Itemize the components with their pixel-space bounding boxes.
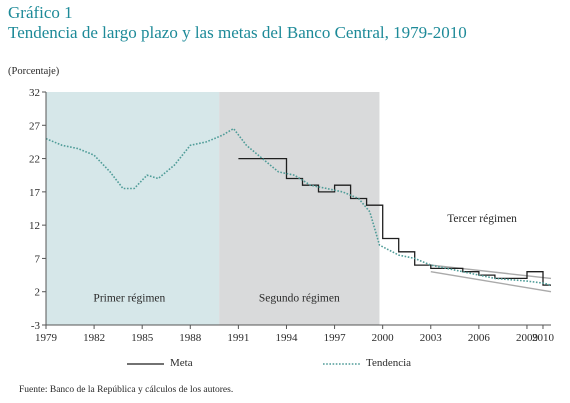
x-tick-label: 1991 (227, 332, 249, 344)
series-lines (45, 127, 552, 286)
legend-tendencia-label: Tendencia (366, 357, 412, 369)
x-tick-label: 1979 (35, 332, 58, 344)
regime-labels: Primer régimen Segundo régimen Tercer régi… (93, 213, 517, 305)
region-label-1: Primer régimen (93, 293, 165, 305)
meta-band-lower (430, 271, 552, 293)
x-tick-label: 1988 (179, 332, 202, 344)
figure-number: Gráfico 1 (8, 3, 73, 22)
x-tick-label: 2006 (468, 332, 491, 344)
y-tick-label: 27 (29, 120, 41, 132)
region-1 (46, 92, 220, 325)
x-tick-label: 1994 (275, 332, 298, 344)
x-tick-label: 1985 (131, 332, 154, 344)
regime-regions (46, 92, 380, 325)
region-label-2: Segundo régimen (259, 293, 340, 305)
legend-meta-label: Meta (170, 357, 193, 369)
series-meta-line (238, 157, 551, 286)
y-tick-label: 22 (29, 154, 40, 166)
y-tick-label: 2 (35, 287, 41, 299)
y-tick-label: 32 (29, 87, 40, 99)
x-tick-label: 2003 (420, 332, 443, 344)
series-tendencia-line (45, 127, 552, 286)
y-tick-label: -3 (31, 320, 41, 332)
source-note: Fuente: Banco de la República y cálculos… (19, 385, 234, 395)
region-label-3: Tercer régimen (447, 213, 517, 225)
x-tick-label: 1997 (324, 332, 347, 344)
region-2 (219, 92, 380, 325)
chart-title: Tendencia de largo plazo y las metas del… (8, 23, 467, 42)
x-tick-label: 2010 (532, 332, 555, 344)
y-axis-unit-label: (Porcentaje) (8, 66, 60, 77)
y-tick-label: 17 (29, 187, 41, 199)
meta-band (430, 264, 552, 293)
x-tick-label: 2009 (516, 332, 539, 344)
y-tick-label: 7 (35, 253, 41, 265)
x-tick-label: 1982 (83, 332, 105, 344)
y-tick-label: 12 (29, 220, 40, 232)
axes (42, 91, 551, 329)
meta-band-upper (430, 264, 552, 280)
x-tick-label: 2000 (372, 332, 395, 344)
